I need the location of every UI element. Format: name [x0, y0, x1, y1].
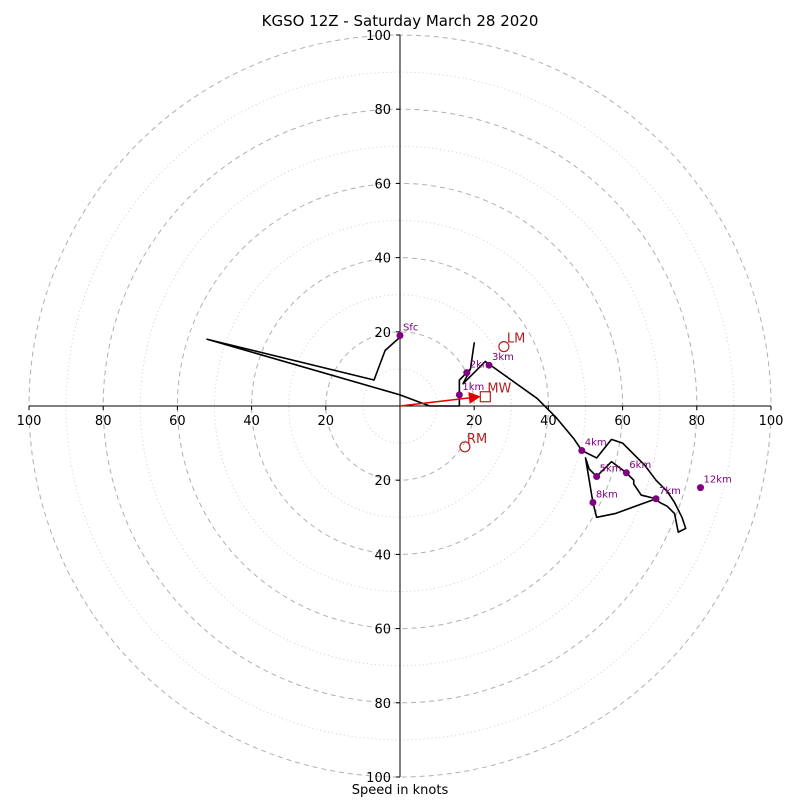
y-tick-label: 100	[366, 771, 391, 786]
y-tick-label: 20	[374, 474, 391, 489]
y-tick-label: 40	[374, 252, 391, 267]
x-tick-label: 20	[318, 414, 335, 429]
height-marker	[455, 391, 463, 399]
y-tick-label: 80	[374, 697, 391, 712]
shear-vector-arrow	[399, 391, 481, 407]
y-tick-label: 100	[366, 29, 391, 44]
y-tick-label: 80	[374, 103, 391, 118]
x-tick-label: 60	[169, 414, 186, 429]
right-mover-label: RM	[467, 432, 487, 447]
x-axis-label: Speed in knots	[351, 783, 449, 798]
height-label: 1km	[462, 382, 484, 393]
height-marker	[622, 469, 630, 477]
height-label: 6km	[629, 460, 651, 471]
right-mover-marker	[459, 441, 471, 453]
height-label: 2km	[470, 360, 492, 371]
height-marker	[396, 332, 404, 340]
height-marker	[593, 472, 601, 480]
height-marker	[578, 447, 586, 455]
y-tick-label: 40	[374, 548, 391, 563]
height-label: 5km	[600, 463, 622, 474]
left-mover-marker	[498, 341, 510, 353]
y-tick-label: 60	[374, 177, 391, 192]
tick-labels: 100 80 60 40 20 20 40 60 80 100 100 80 60 40 20 20 40 60 8…	[17, 29, 784, 786]
x-tick-label: 100	[759, 414, 784, 429]
x-tick-label: 40	[540, 414, 557, 429]
mean-wind-marker	[479, 391, 491, 403]
hodograph-trace	[206, 334, 687, 533]
height-marker	[485, 361, 493, 369]
height-label: 12km	[704, 475, 732, 486]
height-marker	[589, 498, 597, 506]
x-tick-label: 80	[689, 414, 706, 429]
left-mover-label: LM	[507, 332, 525, 347]
height-marker	[652, 495, 660, 503]
height-label: 7km	[659, 486, 681, 497]
x-tick-label: 100	[17, 414, 42, 429]
chart-title: KGSO 12Z - Saturday March 28 2020	[261, 12, 539, 30]
height-label: 8km	[596, 489, 618, 500]
height-label: 3km	[492, 352, 514, 363]
height-marker	[463, 369, 471, 377]
x-tick-label: 80	[95, 414, 112, 429]
height-marker	[697, 484, 705, 492]
height-label: 4km	[585, 438, 607, 449]
y-tick-label: 20	[374, 326, 391, 341]
x-tick-label: 60	[614, 414, 631, 429]
mean-wind-label: MW	[487, 382, 511, 397]
x-tick-label: 40	[243, 414, 260, 429]
height-label: Sfc	[403, 323, 418, 334]
y-tick-label: 60	[374, 623, 391, 638]
storm-motion-markers: LM MW RM	[459, 332, 525, 453]
x-tick-label: 20	[466, 414, 483, 429]
hodograph-line	[206, 334, 687, 533]
